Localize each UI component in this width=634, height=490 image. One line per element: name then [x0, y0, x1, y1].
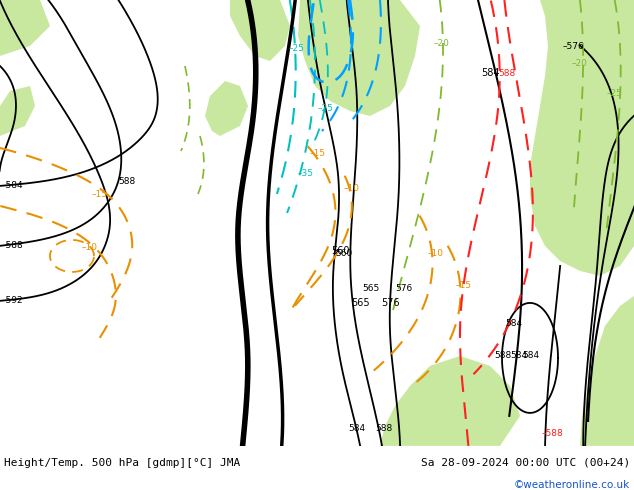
Text: –588: –588 — [2, 241, 23, 250]
Polygon shape — [580, 296, 634, 446]
Text: –20: –20 — [572, 59, 588, 68]
Text: –25: –25 — [607, 89, 623, 98]
Text: 584: 584 — [348, 424, 365, 433]
Polygon shape — [420, 0, 634, 276]
Text: –15: –15 — [456, 281, 472, 290]
Text: –584: –584 — [2, 181, 23, 190]
Text: –15: –15 — [92, 190, 108, 199]
Text: –588: –588 — [542, 429, 564, 438]
Polygon shape — [205, 81, 248, 136]
Polygon shape — [298, 0, 420, 116]
Polygon shape — [0, 86, 35, 136]
Text: –15: –15 — [310, 149, 326, 158]
Text: 588: 588 — [375, 424, 392, 433]
Text: 576: 576 — [395, 284, 412, 293]
Text: –10: –10 — [82, 243, 98, 252]
Text: 588: 588 — [118, 177, 135, 186]
Text: –576: –576 — [563, 42, 585, 51]
Text: 576: 576 — [380, 298, 399, 308]
Text: –10: –10 — [344, 184, 360, 193]
Polygon shape — [380, 356, 520, 446]
Text: –25: –25 — [289, 44, 305, 53]
Text: –10: –10 — [428, 249, 444, 258]
Text: 565: 565 — [351, 298, 370, 308]
Text: 588: 588 — [498, 69, 515, 78]
Polygon shape — [230, 0, 290, 61]
Polygon shape — [0, 0, 50, 56]
Text: –592: –592 — [2, 296, 23, 305]
Text: 584: 584 — [522, 351, 539, 360]
Text: 588: 588 — [494, 351, 511, 360]
Text: –25: –25 — [318, 104, 334, 113]
Polygon shape — [590, 0, 634, 96]
Text: ©weatheronline.co.uk: ©weatheronline.co.uk — [514, 480, 630, 490]
Text: 560: 560 — [331, 246, 349, 256]
Text: Height/Temp. 500 hPa [gdmp][°C] JMA: Height/Temp. 500 hPa [gdmp][°C] JMA — [4, 458, 240, 468]
Text: 584: 584 — [505, 319, 522, 328]
Text: 565: 565 — [362, 284, 379, 293]
Text: Sa 28-09-2024 00:00 UTC (00+24): Sa 28-09-2024 00:00 UTC (00+24) — [421, 458, 630, 468]
Text: 584: 584 — [481, 68, 499, 78]
Text: –20: –20 — [434, 39, 450, 48]
Text: 560: 560 — [335, 249, 353, 258]
Text: –35: –35 — [298, 169, 314, 178]
Text: 584: 584 — [510, 351, 527, 360]
